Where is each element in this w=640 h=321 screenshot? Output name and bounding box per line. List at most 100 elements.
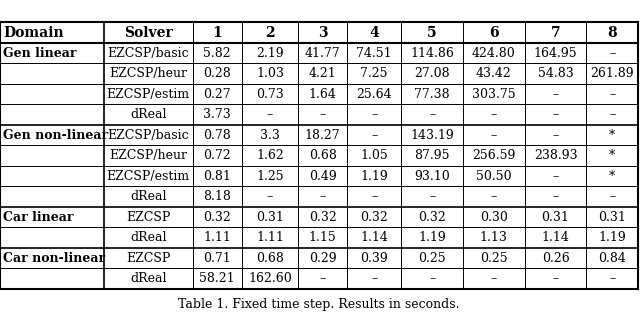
Text: 0.28: 0.28 — [204, 67, 231, 80]
Text: –: – — [609, 47, 616, 60]
Text: 58.21: 58.21 — [200, 272, 235, 285]
Text: –: – — [319, 108, 326, 121]
Text: Solver: Solver — [124, 26, 173, 40]
Text: 1.19: 1.19 — [418, 231, 446, 244]
Text: 162.60: 162.60 — [248, 272, 292, 285]
Text: –: – — [609, 190, 616, 203]
Text: 41.77: 41.77 — [305, 47, 340, 60]
Text: –: – — [552, 170, 559, 183]
Text: EZCSP/heur: EZCSP/heur — [109, 149, 188, 162]
Text: EZCSP: EZCSP — [126, 211, 170, 224]
Text: –: – — [491, 272, 497, 285]
Text: 4.21: 4.21 — [308, 67, 337, 80]
Text: 0.32: 0.32 — [360, 211, 388, 224]
Text: 25.64: 25.64 — [356, 88, 392, 101]
Text: 6: 6 — [489, 26, 499, 40]
Text: –: – — [552, 88, 559, 101]
Text: 424.80: 424.80 — [472, 47, 516, 60]
Text: 7.25: 7.25 — [360, 67, 388, 80]
Text: 8.18: 8.18 — [204, 190, 231, 203]
Text: –: – — [267, 190, 273, 203]
Text: 1.03: 1.03 — [256, 67, 284, 80]
Text: 114.86: 114.86 — [410, 47, 454, 60]
Text: 5: 5 — [428, 26, 437, 40]
Text: 238.93: 238.93 — [534, 149, 577, 162]
Text: 0.32: 0.32 — [204, 211, 231, 224]
Text: 0.31: 0.31 — [541, 211, 570, 224]
Text: 77.38: 77.38 — [414, 88, 450, 101]
Text: 8: 8 — [607, 26, 617, 40]
Text: 0.72: 0.72 — [204, 149, 231, 162]
Text: 3: 3 — [317, 26, 328, 40]
Text: Table 1. Fixed time step. Results in seconds.: Table 1. Fixed time step. Results in sec… — [179, 299, 460, 311]
Text: 27.08: 27.08 — [414, 67, 450, 80]
Text: dReal: dReal — [130, 231, 166, 244]
Text: 1.62: 1.62 — [256, 149, 284, 162]
Text: 50.50: 50.50 — [476, 170, 511, 183]
Text: –: – — [429, 272, 435, 285]
Text: Gen linear: Gen linear — [3, 47, 77, 60]
Text: 4: 4 — [369, 26, 379, 40]
Text: 54.83: 54.83 — [538, 67, 573, 80]
Text: 0.29: 0.29 — [308, 252, 337, 265]
Text: Gen non-linear: Gen non-linear — [3, 129, 108, 142]
Text: EZCSP/estim: EZCSP/estim — [107, 88, 190, 101]
Text: 1.13: 1.13 — [480, 231, 508, 244]
Text: 18.27: 18.27 — [305, 129, 340, 142]
Text: 0.49: 0.49 — [308, 170, 337, 183]
Text: 1.25: 1.25 — [256, 170, 284, 183]
Text: Car non-linear: Car non-linear — [3, 252, 106, 265]
Text: 1.11: 1.11 — [256, 231, 284, 244]
Text: 3.3: 3.3 — [260, 129, 280, 142]
Text: 1: 1 — [212, 26, 222, 40]
Text: –: – — [267, 108, 273, 121]
Text: –: – — [552, 272, 559, 285]
Text: 0.81: 0.81 — [204, 170, 231, 183]
Text: Car linear: Car linear — [3, 211, 74, 224]
Text: 0.68: 0.68 — [256, 252, 284, 265]
Text: –: – — [371, 190, 377, 203]
Text: –: – — [319, 272, 326, 285]
Text: –: – — [371, 108, 377, 121]
Text: 0.31: 0.31 — [598, 211, 627, 224]
Text: –: – — [429, 108, 435, 121]
Text: –: – — [371, 272, 377, 285]
Text: 0.32: 0.32 — [418, 211, 446, 224]
Text: –: – — [609, 88, 616, 101]
Text: 43.42: 43.42 — [476, 67, 512, 80]
Text: –: – — [552, 108, 559, 121]
Text: 0.26: 0.26 — [541, 252, 570, 265]
Text: –: – — [491, 129, 497, 142]
Text: EZCSP/basic: EZCSP/basic — [108, 47, 189, 60]
Text: *: * — [609, 129, 616, 142]
Text: EZCSP/heur: EZCSP/heur — [109, 67, 188, 80]
Text: 3.73: 3.73 — [204, 108, 231, 121]
Text: 1.05: 1.05 — [360, 149, 388, 162]
Text: 0.31: 0.31 — [256, 211, 284, 224]
Text: –: – — [552, 190, 559, 203]
Text: EZCSP/estim: EZCSP/estim — [107, 170, 190, 183]
Text: 0.78: 0.78 — [204, 129, 231, 142]
Text: dReal: dReal — [130, 190, 166, 203]
Text: 1.14: 1.14 — [541, 231, 570, 244]
Text: 1.64: 1.64 — [308, 88, 337, 101]
Text: *: * — [609, 149, 616, 162]
Text: 2: 2 — [265, 26, 275, 40]
Text: dReal: dReal — [130, 272, 166, 285]
Text: 261.89: 261.89 — [591, 67, 634, 80]
Text: 1.11: 1.11 — [204, 231, 231, 244]
Text: –: – — [319, 190, 326, 203]
Text: 0.68: 0.68 — [308, 149, 337, 162]
Text: –: – — [429, 190, 435, 203]
Text: –: – — [552, 129, 559, 142]
Text: 256.59: 256.59 — [472, 149, 515, 162]
Text: EZCSP/basic: EZCSP/basic — [108, 129, 189, 142]
Text: 0.73: 0.73 — [256, 88, 284, 101]
Text: –: – — [609, 272, 616, 285]
Text: 0.39: 0.39 — [360, 252, 388, 265]
Text: 0.25: 0.25 — [419, 252, 446, 265]
Text: 7: 7 — [551, 26, 561, 40]
Text: dReal: dReal — [130, 108, 166, 121]
Text: 0.25: 0.25 — [480, 252, 508, 265]
Text: 0.84: 0.84 — [598, 252, 627, 265]
